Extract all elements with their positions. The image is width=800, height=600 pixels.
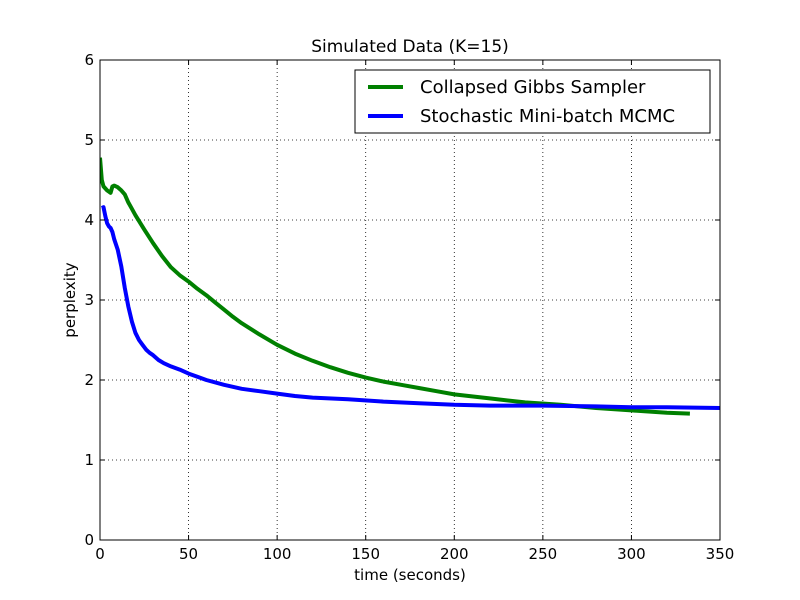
series-layer	[100, 157, 720, 416]
series-line-stochastic-minibatch	[100, 205, 720, 410]
legend: Collapsed Gibbs Sampler Stochastic Mini-…	[354, 69, 711, 134]
legend-box	[354, 69, 711, 134]
x-tick-label: 100	[263, 545, 292, 563]
y-tick-label: 1	[84, 451, 94, 469]
chart-title: Simulated Data (K=15)	[311, 37, 509, 57]
y-tick-label: 5	[84, 131, 94, 149]
x-tick-label: 350	[706, 545, 735, 563]
y-axis-label: perplexity	[61, 262, 79, 337]
legend-label-stochastic-minibatch: Stochastic Mini-batch MCMC	[420, 106, 675, 127]
y-tick-label: 4	[84, 211, 94, 229]
x-tick-label: 150	[351, 545, 380, 563]
x-tick-label: 50	[179, 545, 198, 563]
x-axis-label: time (seconds)	[354, 566, 466, 584]
x-tick-label: 0	[95, 545, 105, 563]
y-tick-label: 2	[84, 371, 94, 389]
x-tick-label: 200	[440, 545, 469, 563]
y-tick-label: 3	[84, 291, 94, 309]
axis-ticks: 0 50 100 150 200 250 300 350 0 1 2 3 4 5 6	[84, 51, 734, 563]
y-tick-label: 0	[84, 531, 94, 549]
legend-label-collapsed-gibbs: Collapsed Gibbs Sampler	[420, 77, 646, 98]
series-line-collapsed-gibbs	[100, 157, 690, 416]
x-tick-label: 250	[529, 545, 558, 563]
y-tick-label: 6	[84, 51, 94, 69]
x-tick-label: 300	[617, 545, 646, 563]
